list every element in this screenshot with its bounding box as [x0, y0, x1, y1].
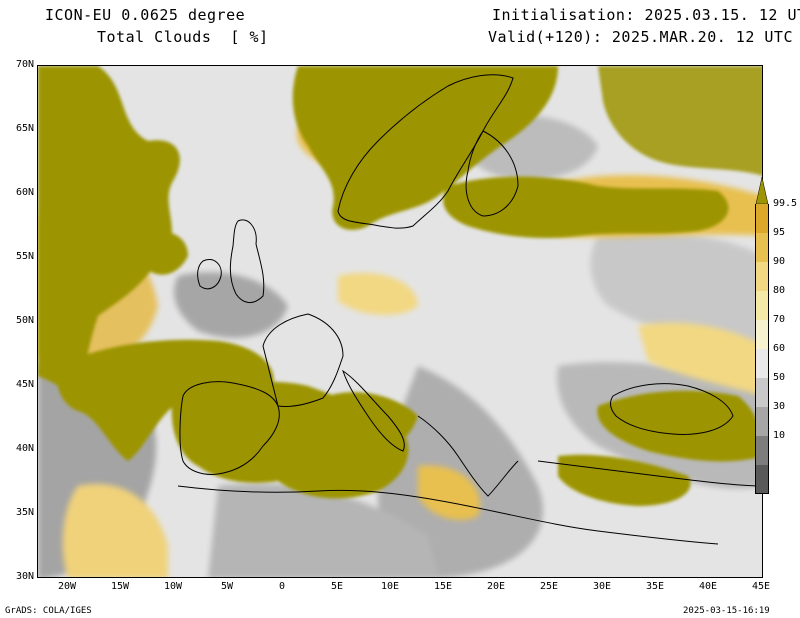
lon-label-45e: 45E	[752, 581, 771, 592]
colorbar-segment	[755, 349, 769, 378]
colorbar-level-label: 10	[773, 430, 786, 441]
model-title: ICON-EU 0.0625 degree	[45, 6, 246, 24]
variable-title: Total Clouds [ %]	[97, 28, 269, 46]
lat-label-45n: 45N	[15, 379, 34, 390]
colorbar-level-label: 80	[773, 285, 786, 296]
colorbar-level-label: 99.5	[773, 198, 798, 209]
map-canvas	[38, 66, 762, 577]
colorbar-segment	[755, 204, 769, 233]
colorbar-segment	[755, 378, 769, 407]
lat-label-30n: 30N	[15, 571, 34, 582]
lat-label-35n: 35N	[15, 507, 34, 518]
lon-label-0: 0	[279, 581, 286, 592]
coastlines	[177, 74, 762, 545]
lon-label-5e: 5E	[331, 581, 344, 592]
lat-label-50n: 50N	[15, 315, 34, 326]
overcast-areas	[38, 66, 762, 506]
colorbar-segment	[755, 291, 769, 320]
initialisation-time: Initialisation: 2025.03.15. 12 UTC	[492, 6, 800, 24]
lat-label-55n: 55N	[15, 251, 34, 262]
lon-label-10e: 10E	[381, 581, 400, 592]
lon-label-40e: 40E	[699, 581, 718, 592]
colorbar-segment	[755, 407, 769, 436]
colorbar-level-label: 30	[773, 401, 786, 412]
colorbar-segment	[755, 436, 769, 465]
lat-label-65n: 65N	[15, 123, 34, 134]
colorbar-cap	[755, 176, 769, 205]
render-timestamp: 2025-03-15-16:19	[683, 606, 770, 616]
colorbar-segment	[755, 465, 769, 494]
colorbar-level-label: 70	[773, 314, 786, 325]
colorbar-level-label: 90	[773, 256, 786, 267]
lon-label-30e: 30E	[593, 581, 612, 592]
colorbar-segment	[755, 320, 769, 349]
cloud-cover-map	[37, 65, 763, 578]
lon-label-20w: 20W	[58, 581, 77, 592]
valid-time: Valid(+120): 2025.MAR.20. 12 UTC	[488, 28, 793, 46]
lon-label-15e: 15E	[434, 581, 453, 592]
lon-label-35e: 35E	[646, 581, 665, 592]
lat-label-70n: 70N	[15, 59, 34, 70]
lon-label-15w: 15W	[111, 581, 130, 592]
lon-label-25e: 25E	[540, 581, 559, 592]
lat-label-60n: 60N	[15, 187, 34, 198]
colorbar-level-label: 95	[773, 227, 786, 238]
lon-label-5w: 5W	[221, 581, 234, 592]
colorbar-segment	[755, 233, 769, 262]
colorbar-level-label: 50	[773, 372, 786, 383]
colorbar-level-label: 60	[773, 343, 786, 354]
grads-credit: GrADS: COLA/IGES	[5, 606, 92, 616]
lon-label-20e: 20E	[487, 581, 506, 592]
lon-label-10w: 10W	[164, 581, 183, 592]
colorbar-segment	[755, 262, 769, 291]
lat-label-40n: 40N	[15, 443, 34, 454]
